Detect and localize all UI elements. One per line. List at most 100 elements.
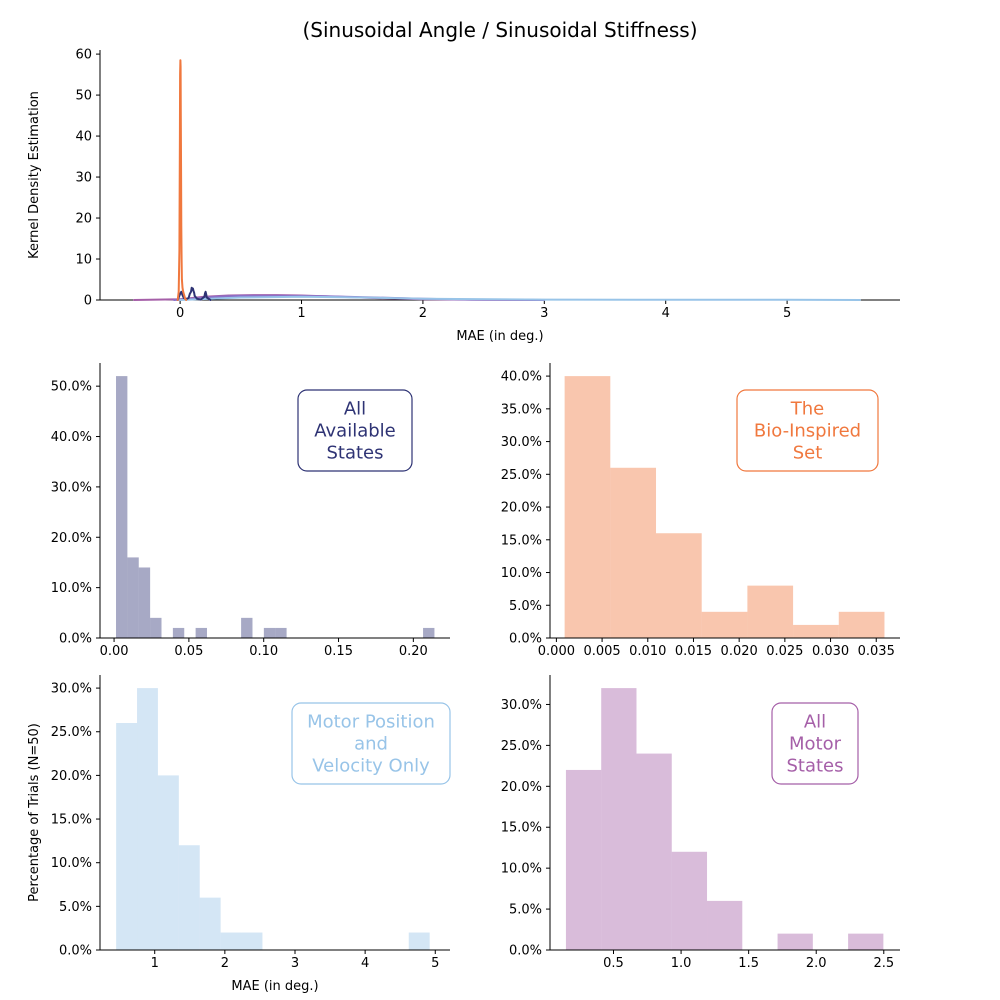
y-tick-label: 5.0% <box>509 599 542 614</box>
y-tick-label: 10.0% <box>501 862 542 877</box>
y-tick-label: 0.0% <box>509 944 542 959</box>
x-tick-label: 0.020 <box>721 644 758 659</box>
y-tick-label: 60 <box>75 48 92 63</box>
annotation-label-line: All <box>344 399 366 420</box>
histogram-bar <box>195 627 207 638</box>
x-tick-label: 2 <box>221 956 229 971</box>
y-axis-label: Kernel Density Estimation <box>27 91 42 259</box>
x-tick-label: 2.0 <box>806 956 827 971</box>
histogram-bar <box>116 723 138 950</box>
kde-curve <box>176 286 212 301</box>
y-tick-label: 0.0% <box>59 632 92 647</box>
annotation-label-line: Bio-Inspired <box>754 421 861 442</box>
histogram-bar <box>838 611 885 638</box>
y-tick-label: 50 <box>75 89 92 104</box>
x-tick-label: 4 <box>361 956 369 971</box>
y-tick-label: 20.0% <box>501 501 542 516</box>
y-tick-label: 40 <box>75 130 92 145</box>
histogram-bar <box>610 467 657 638</box>
histogram-bar <box>793 624 839 638</box>
x-axis-label: MAE (in deg.) <box>456 329 543 344</box>
x-tick-label: 0.15 <box>324 644 353 659</box>
histogram-bar <box>241 617 253 638</box>
y-axis-label: Percentage of Trials (N=50) <box>27 723 42 902</box>
x-tick-label: 0.025 <box>766 644 803 659</box>
histogram-bar <box>178 845 200 950</box>
x-tick-label: 0.030 <box>812 644 849 659</box>
y-tick-label: 30.0% <box>501 435 542 450</box>
x-tick-label: 0.035 <box>858 644 895 659</box>
x-tick-label: 0.010 <box>629 644 666 659</box>
annotation-label-line: States <box>786 756 843 777</box>
histogram-all-available-states: 0.00 0.05 0.10 0.15 0.20 0.0% 10.0% 20.0% 30.0% 4… <box>51 363 450 659</box>
kde-curve <box>176 59 188 301</box>
annotation-box <box>771 702 859 785</box>
annotation-label: The Bio-Inspired Set <box>754 399 861 464</box>
x-tick-label: 2.5 <box>873 956 894 971</box>
annotation-label-line: States <box>326 443 383 464</box>
x-tick-label: 1 <box>151 956 159 971</box>
figure-title: (Sinusoidal Angle / Sinusoidal Stiffness… <box>302 18 697 42</box>
annotation-box <box>297 389 413 472</box>
histogram-bar <box>564 376 611 638</box>
annotation-label-line: The <box>790 399 824 420</box>
histogram-bar <box>199 897 221 950</box>
histogram-bar <box>565 769 602 950</box>
annotation-label: Motor Position and Velocity Only <box>307 712 435 777</box>
x-tick-label: 0.10 <box>249 644 278 659</box>
y-tick-label: 35.0% <box>501 402 542 417</box>
histogram-bar <box>777 933 813 950</box>
y-tick-label: 30.0% <box>501 698 542 713</box>
histogram-bar <box>701 611 748 638</box>
annotation-label-line: Velocity Only <box>312 756 430 777</box>
y-tick-label: 10.0% <box>501 566 542 581</box>
y-tick-label: 15.0% <box>51 813 92 828</box>
histogram-bar <box>127 557 139 638</box>
histogram-bar <box>116 376 128 638</box>
y-tick-label: 20.0% <box>501 780 542 795</box>
x-tick-label: 0.000 <box>538 644 575 659</box>
x-tick-label: 5 <box>431 956 439 971</box>
x-axis-label: MAE (in deg.) <box>231 979 318 994</box>
histogram-bar <box>150 617 162 638</box>
x-tick-label: 1.0 <box>671 956 692 971</box>
annotation-box <box>736 389 879 472</box>
x-tick-label: 5 <box>783 306 791 321</box>
histogram-bar <box>747 585 794 638</box>
annotation-box <box>291 702 451 785</box>
y-tick-label: 10.0% <box>51 856 92 871</box>
y-tick-label: 20.0% <box>51 769 92 784</box>
histogram-bar <box>601 688 637 950</box>
y-tick-label: 30 <box>75 171 92 186</box>
histogram-motor-position-velocity: 1 2 3 4 5 0.0% 5.0% 10.0% 15.0% 20.0% 25.0% 30.0% MA… <box>27 675 451 994</box>
y-tick-label: 5.0% <box>509 903 542 918</box>
x-tick-label: 0.005 <box>583 644 620 659</box>
x-tick-label: 0.5 <box>603 956 624 971</box>
y-tick-label: 25.0% <box>51 725 92 740</box>
y-tick-label: 5.0% <box>59 900 92 915</box>
annotation-label-line: Available <box>314 421 395 442</box>
x-tick-label: 0.05 <box>174 644 203 659</box>
histogram-bar <box>423 627 435 638</box>
annotation-label-line: All <box>804 712 826 733</box>
histogram-bar <box>241 932 263 950</box>
y-tick-label: 30.0% <box>51 682 92 697</box>
annotation-label: All Motor States <box>786 712 843 777</box>
x-tick-label: 1 <box>297 306 305 321</box>
y-tick-label: 15.0% <box>501 533 542 548</box>
histogram-bar <box>408 932 430 950</box>
y-tick-label: 0.0% <box>509 632 542 647</box>
annotation-label-line: Set <box>793 443 823 464</box>
annotation-label-line: Motor Position <box>307 712 435 733</box>
y-tick-label: 40.0% <box>51 430 92 445</box>
histogram-bar <box>172 627 185 638</box>
y-tick-label: 50.0% <box>51 380 92 395</box>
histogram-bar <box>671 851 708 950</box>
y-tick-label: 20 <box>75 212 92 227</box>
x-tick-label: 0 <box>176 306 184 321</box>
annotation-label-line: and <box>354 734 388 755</box>
x-tick-label: 0.20 <box>399 644 428 659</box>
x-tick-label: 2 <box>419 306 427 321</box>
